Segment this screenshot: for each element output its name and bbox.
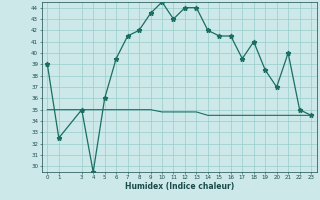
X-axis label: Humidex (Indice chaleur): Humidex (Indice chaleur) [124, 182, 234, 191]
